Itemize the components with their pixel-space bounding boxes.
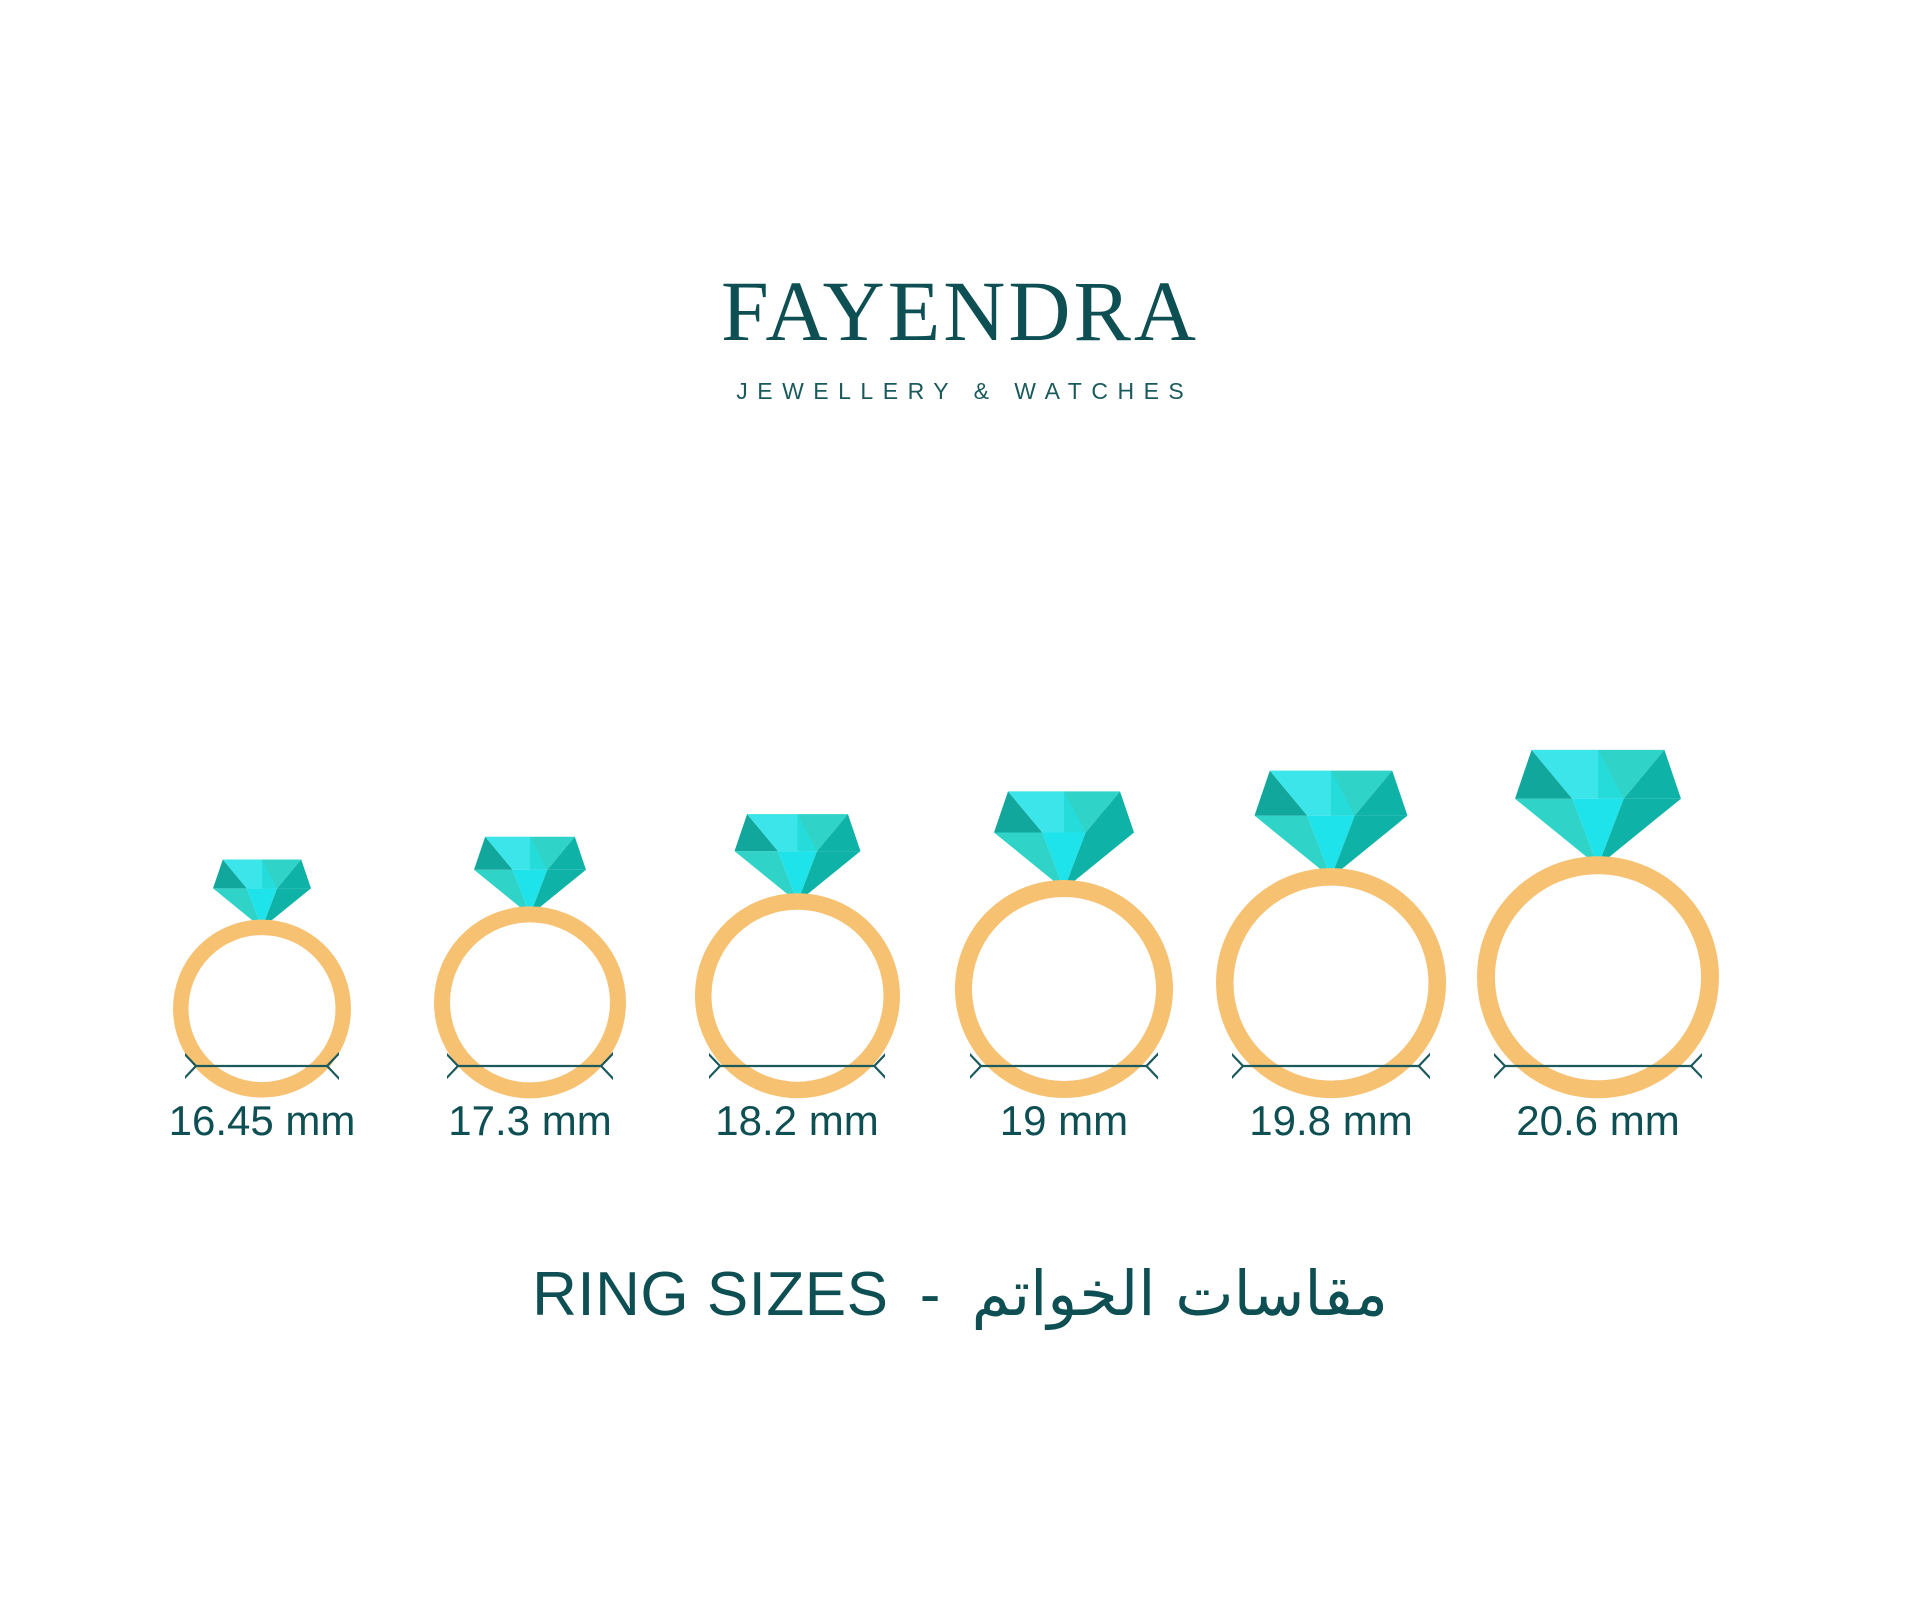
ring-diameter-item: 16.45 mm [169, 1040, 355, 1142]
dimension-arrow-icon [708, 1052, 886, 1080]
diamond-gem-icon [734, 813, 860, 903]
ring-size-item[interactable] [1457, 580, 1739, 1100]
ring-size-item[interactable] [414, 580, 646, 1100]
diamond-gem-icon [474, 836, 586, 915]
ring-illustration [935, 768, 1193, 1100]
ring-size-item[interactable] [675, 580, 920, 1100]
ring-size-item[interactable] [935, 580, 1193, 1100]
ring-band [1477, 856, 1719, 1099]
ring-band [173, 920, 351, 1099]
ring-diameter-label: 18.2 mm [715, 1097, 879, 1144]
ring-diameter-label: 17.3 mm [448, 1097, 612, 1144]
dimension-arrow-icon [447, 1052, 613, 1080]
ring-diameter-label: 16.45 mm [168, 1097, 356, 1144]
ring-diameter-item: 19.8 mm [1232, 1040, 1430, 1142]
page-title-arabic: مقاسات الخواتم [971, 1257, 1388, 1330]
brand-header: FAYENDRA JEWELLERY & WATCHES [0, 268, 1920, 403]
ring-diameter-measurements: 16.45 mm 17.3 mm 18.2 mm 19 mm [0, 1040, 1920, 1240]
ring-diameter-item: 17.3 mm [447, 1040, 613, 1142]
ring-diameter-item: 20.6 mm [1493, 1040, 1703, 1142]
ring-illustration [1457, 726, 1739, 1100]
ring-band [1216, 868, 1446, 1099]
ring-diameter-label: 19.8 mm [1249, 1097, 1413, 1144]
dimension-arrow-icon [1493, 1052, 1703, 1080]
dimension-arrow-icon [1232, 1052, 1430, 1080]
ring-illustration [414, 814, 646, 1100]
diamond-gem-icon [1515, 749, 1681, 866]
dimension-arrow-icon [185, 1052, 339, 1080]
ring-illustration [1196, 747, 1466, 1100]
diamond-gem-icon [1254, 770, 1408, 878]
diamond-gem-icon [994, 791, 1134, 890]
ring-band [955, 880, 1173, 1098]
page-title-english: RING SIZES [532, 1260, 889, 1329]
ring-diameter-label: 20.6 mm [1516, 1097, 1680, 1144]
dimension-arrow-icon [970, 1052, 1158, 1080]
ring-size-item[interactable] [1196, 580, 1466, 1100]
ring-diameter-label: 19 mm [999, 1097, 1129, 1144]
ring-size-gallery [0, 580, 1920, 1100]
ring-illustration [675, 791, 920, 1100]
ring-diameter-item: 19 mm [970, 1040, 1158, 1142]
ring-band [434, 906, 626, 1099]
page-title: RING SIZES - مقاسات الخواتم [0, 1258, 1920, 1330]
brand-tagline: JEWELLERY & WATCHES [736, 378, 1194, 404]
ring-size-item[interactable] [153, 580, 371, 1100]
ring-band [694, 893, 900, 1099]
diamond-gem-icon [213, 859, 311, 929]
brand-wordmark: FAYENDRA [721, 263, 1199, 359]
ring-illustration [153, 837, 371, 1100]
page-title-separator: - [919, 1260, 941, 1329]
ring-diameter-item: 18.2 mm [708, 1040, 886, 1142]
